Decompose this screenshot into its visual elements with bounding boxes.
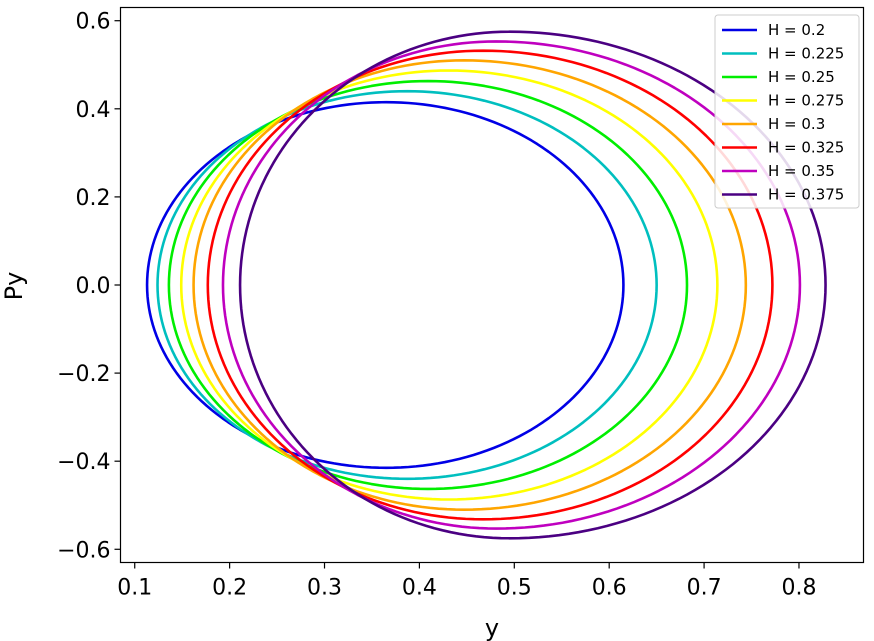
series-line-2: [167, 79, 689, 491]
x-tick-label: 0.6: [592, 576, 627, 601]
series-line-7: [238, 30, 827, 540]
series-line-3: [179, 69, 719, 501]
y-tick-label: −0.4: [57, 450, 110, 475]
x-tick-label: 0.4: [402, 576, 437, 601]
legend-label: H = 0.3: [768, 115, 825, 133]
legend-label: H = 0.25: [768, 68, 835, 86]
y-tick-label: −0.2: [57, 362, 110, 387]
legend-label: H = 0.375: [768, 186, 844, 204]
series-line-4: [192, 59, 748, 511]
legend-label: H = 0.35: [768, 162, 835, 180]
y-tick-label: 0.2: [76, 186, 111, 211]
x-tick-label: 0.7: [687, 576, 722, 601]
x-axis-label: y: [485, 614, 499, 641]
legend-label: H = 0.275: [768, 92, 844, 110]
legend: H = 0.2 H = 0.225 H = 0.25 H = 0.275 H = 0.3…: [714, 14, 860, 209]
x-tick-label: 0.3: [307, 576, 342, 601]
y-tick-label: 0.4: [76, 98, 111, 123]
y-tick-label: 0.0: [76, 274, 111, 299]
legend-label: H = 0.225: [768, 45, 844, 63]
legend-label: H = 0.2: [768, 21, 825, 39]
legend-box: [714, 14, 860, 209]
curves-layer: [145, 30, 827, 540]
y-axis-ticks: 0.6 0.4 0.2 0.0 −0.2 −0.4 −0.6: [57, 10, 121, 563]
legend-label: H = 0.325: [768, 139, 844, 157]
series-line-0: [145, 100, 625, 470]
series-line-5: [206, 49, 774, 521]
x-tick-label: 0.1: [117, 576, 152, 601]
x-tick-label: 0.2: [212, 576, 247, 601]
y-tick-label: −0.6: [57, 538, 110, 563]
x-tick-label: 0.5: [497, 576, 532, 601]
y-axis-label: Py: [0, 272, 28, 301]
series-line-6: [221, 40, 802, 530]
y-tick-label: 0.6: [76, 10, 111, 35]
x-axis-ticks: 0.1 0.2 0.3 0.4 0.5 0.6 0.7 0.8: [117, 562, 816, 601]
x-tick-label: 0.8: [781, 576, 816, 601]
plot-frame: [119, 6, 865, 564]
series-line-1: [156, 89, 658, 481]
